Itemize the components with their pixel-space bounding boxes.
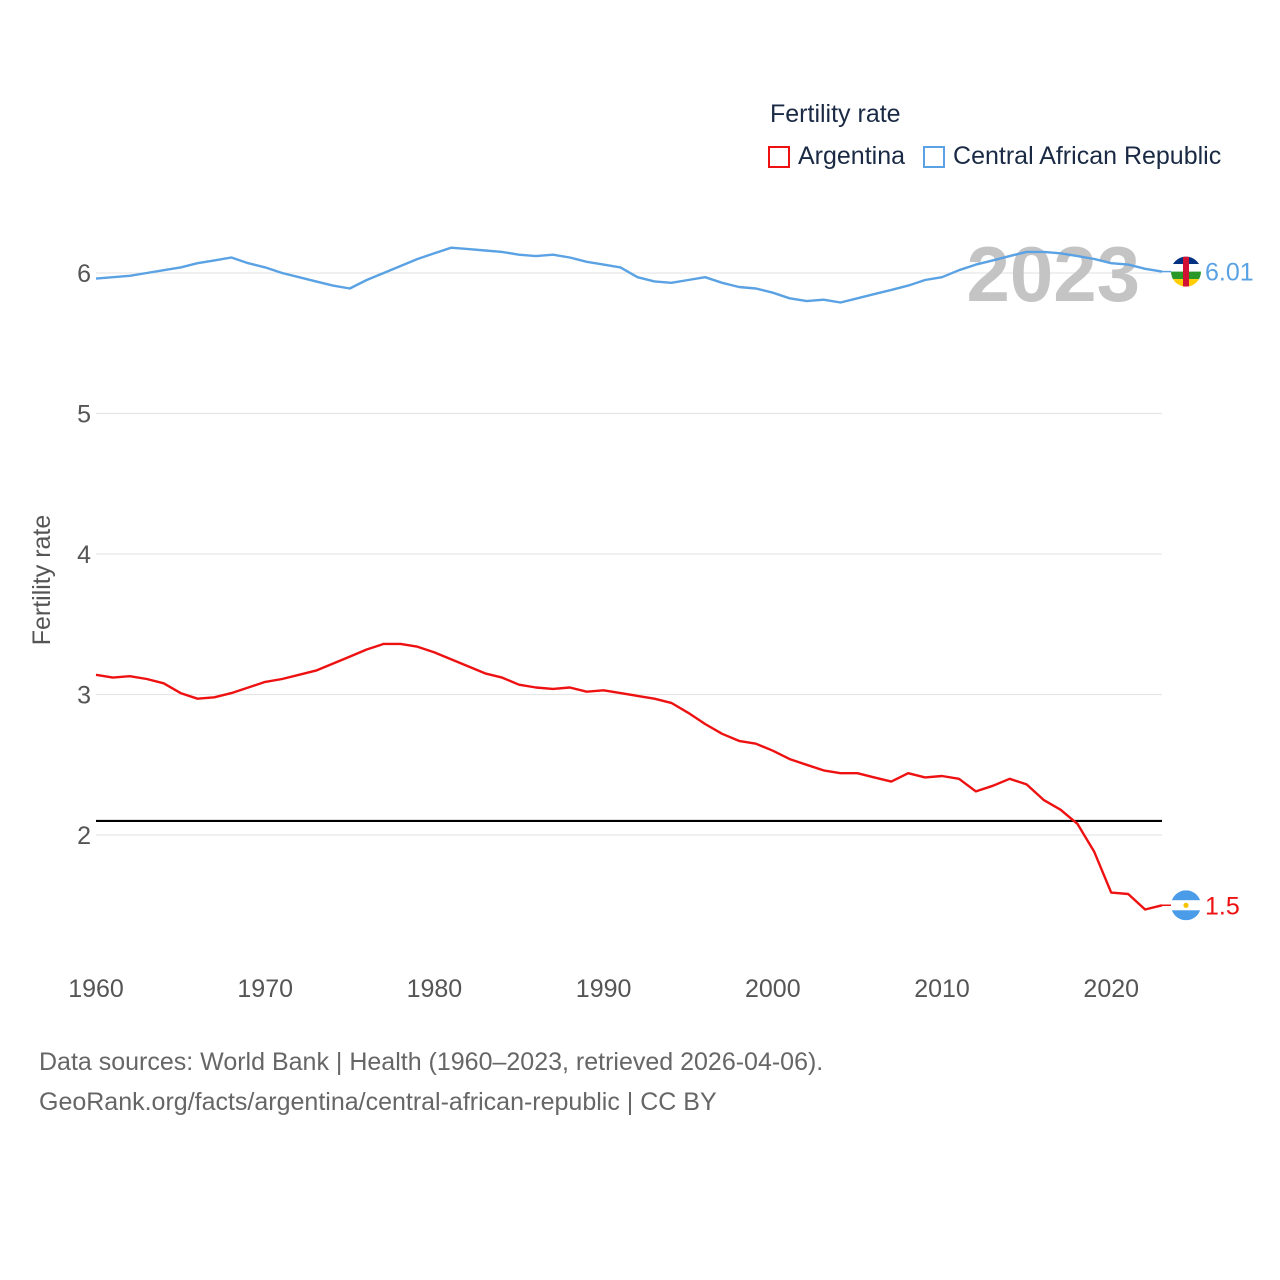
series-line-car <box>95 246 1163 304</box>
central-african-republic-flag-icon <box>1171 256 1201 287</box>
data-source-footer: Data sources: World Bank | Health (1960–… <box>39 1042 823 1122</box>
argentina-flag-icon <box>1171 890 1201 921</box>
legend-label-argentina: Argentina <box>798 142 906 170</box>
legend-item-argentina[interactable]: Argentina <box>768 142 905 171</box>
x-tick-label: 1990 <box>576 975 632 1003</box>
x-tick-label: 2010 <box>914 975 970 1003</box>
legend-label-car: Central African Republic <box>953 142 1222 170</box>
series-lines: 1.5 6.01 <box>95 246 1254 920</box>
y-tick-label: 3 <box>77 682 91 710</box>
x-tick-label: 2000 <box>745 975 801 1003</box>
grid-lines <box>96 272 1162 836</box>
end-value-label-argentina: 1.5 <box>1205 892 1240 920</box>
series-line-argentina <box>95 642 1163 911</box>
end-value-label-car: 6.01 <box>1205 259 1254 287</box>
y-axis-ticks: 2 3 4 5 6 <box>77 260 91 850</box>
y-tick-label: 6 <box>77 260 91 288</box>
source-line-2[interactable]: GeoRank.org/facts/argentina/central-afri… <box>39 1088 717 1116</box>
x-tick-label: 2020 <box>1083 975 1139 1003</box>
legend: Argentina Central African Republic <box>768 142 1239 171</box>
x-tick-label: 1980 <box>407 975 463 1003</box>
current-year-label: 2023 <box>966 230 1140 318</box>
legend-item-car[interactable]: Central African Republic <box>923 142 1221 171</box>
x-axis-ticks: 1960 1970 1980 1990 2000 2010 2020 <box>68 975 1139 1003</box>
y-tick-label: 4 <box>77 541 91 569</box>
x-tick-label: 1970 <box>237 975 293 1003</box>
y-axis-label: Fertility rate <box>28 515 56 646</box>
legend-title: Fertility rate <box>770 100 901 128</box>
x-tick-label: 1960 <box>68 975 124 1003</box>
legend-swatch-argentina <box>768 145 790 168</box>
source-line-1: Data sources: World Bank | Health (1960–… <box>39 1048 824 1076</box>
y-tick-label: 2 <box>77 822 91 850</box>
legend-swatch-car <box>923 145 946 168</box>
y-tick-label: 5 <box>77 401 91 429</box>
